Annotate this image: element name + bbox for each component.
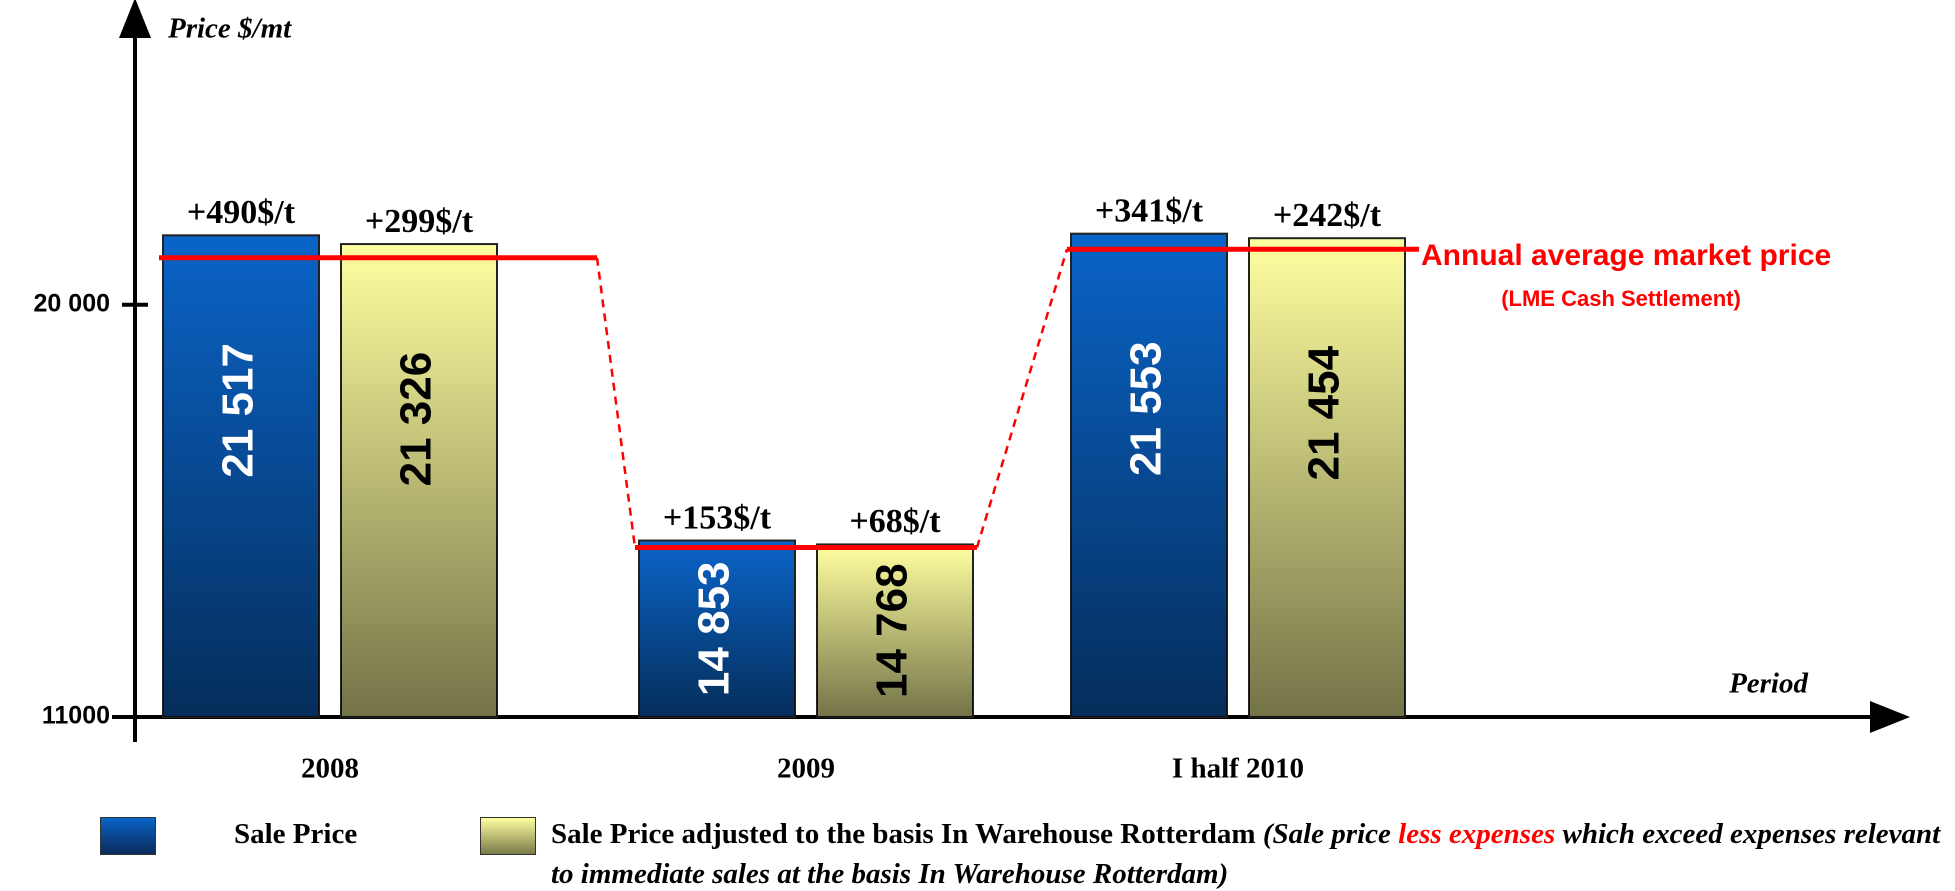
- legend-swatch: [480, 817, 536, 855]
- bar-shade: [1071, 233, 1227, 717]
- bar-shade: [639, 540, 795, 717]
- average-note: (LME Cash Settlement): [1501, 286, 1741, 311]
- legend-swatch: [100, 817, 156, 855]
- y-tick-label: 20 000: [34, 289, 110, 317]
- premium-label: +242$/t: [1273, 197, 1382, 234]
- premium-label: +490$/t: [187, 194, 296, 231]
- value-label: 21 553: [1122, 341, 1171, 476]
- y-tick-label: 11000: [42, 702, 110, 730]
- value-label: 21 517: [214, 343, 263, 478]
- bar-shade: [817, 544, 973, 717]
- premium-label: +68$/t: [849, 503, 941, 540]
- x-tick-label: I half 2010: [1172, 753, 1304, 785]
- premium-label: +341$/t: [1095, 192, 1204, 229]
- average-label: Annual average market price: [1421, 239, 1831, 272]
- value-label: 14 853: [690, 561, 739, 696]
- average-connector: [975, 248, 1069, 548]
- x-axis-label: Period: [1728, 668, 1808, 700]
- bar-shade: [1249, 238, 1405, 718]
- bar-shade: [163, 235, 319, 717]
- bar-shade: [341, 244, 497, 717]
- value-label: 21 326: [392, 352, 441, 487]
- legend-name: Sale Price adjusted to the basis In Ware…: [551, 818, 1256, 850]
- average-connector: [595, 257, 637, 548]
- premium-label: +299$/t: [365, 203, 474, 240]
- value-label: 14 768: [868, 563, 917, 698]
- x-tick-label: 2008: [301, 753, 359, 785]
- legend-note: which exceed expenses relevant to immedi…: [551, 818, 1941, 890]
- legend-entry: Sale Price: [234, 818, 358, 850]
- legend-note: (Sale price: [1262, 818, 1399, 850]
- premium-label: +153$/t: [663, 499, 772, 536]
- y-axis-label: Price $/mt: [167, 13, 292, 45]
- legend-note: less expenses: [1398, 818, 1556, 850]
- value-label: 21 454: [1300, 345, 1349, 480]
- x-tick-label: 2009: [777, 753, 835, 785]
- legend-entry: Sale Price adjusted to the basis In Ware…: [551, 814, 1951, 891]
